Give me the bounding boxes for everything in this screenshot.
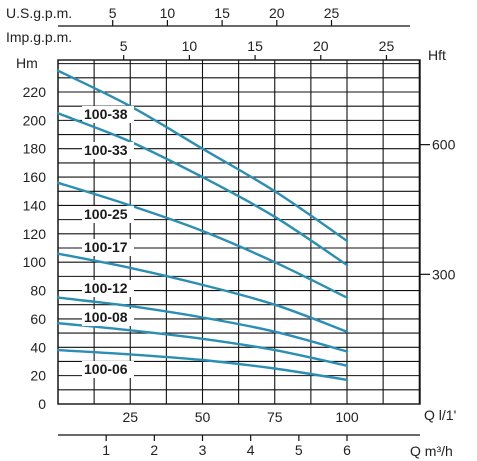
flow-lmin-tick-label: 100	[335, 409, 359, 425]
flow-m3h-tick-label: 2	[150, 442, 158, 458]
curve-label-bg	[82, 280, 134, 297]
flow-lmin-tick-label: 50	[195, 409, 211, 425]
curve-label-100-33: 100-33	[84, 142, 128, 158]
impgpm-tick-label: 5	[120, 38, 128, 54]
axis-label-flow-m3h: Q m³/h	[410, 443, 453, 459]
axis-label-head-ft: Hft	[428, 47, 446, 63]
curve-label-bg	[82, 361, 134, 378]
curve-label-bg	[82, 309, 134, 326]
axis-label-impgpm: Imp.g.p.m.	[6, 29, 72, 45]
curve-label-100-06: 100-06	[84, 361, 128, 377]
head-m-ticks: 0 20 40 60 80 100 120 140 160 180 200 220	[23, 84, 47, 412]
curve-label-100-12: 100-12	[84, 280, 128, 296]
usgpm-tick-label: 5	[109, 5, 117, 21]
head-m-tick-label: 100	[23, 254, 47, 270]
head-m-tick-label: 0	[38, 396, 46, 412]
curve-100-38	[56, 69, 349, 243]
usgpm-tick-label: 25	[324, 5, 340, 21]
curve-label-bg	[82, 239, 134, 256]
usgpm-ticks: 5 10 15 20 25	[109, 5, 340, 26]
flow-lmin-tick-label: 25	[122, 409, 138, 425]
curve-100-08	[56, 322, 349, 367]
curve-label-100-38: 100-38	[84, 106, 128, 122]
usgpm-tick-label: 20	[269, 5, 285, 21]
usgpm-tick-label: 10	[160, 5, 176, 21]
curve-label-100-25: 100-25	[84, 206, 128, 222]
impgpm-ticks: 5 10 15 20 25	[120, 38, 395, 60]
axis-label-usgpm: U.S.g.p.m.	[6, 5, 72, 21]
pump-curves: 100-38 100-33 100-25 100-17 100-12 100-08 100-…	[56, 69, 349, 382]
impgpm-tick-label: 25	[379, 38, 395, 54]
flow-lmin-tick-label: 75	[267, 409, 283, 425]
head-m-tick-label: 20	[30, 368, 46, 384]
plot-frame	[57, 59, 421, 405]
impgpm-tick-label: 15	[247, 38, 263, 54]
head-ft-tick-label: 600	[432, 137, 456, 153]
axis-label-flow-lmin: Q l/1'	[424, 407, 456, 423]
flow-m3h-tick-label: 5	[295, 442, 303, 458]
flow-m3h-tick-label: 6	[343, 442, 351, 458]
head-ft-tick-label: 300	[432, 266, 456, 282]
flow-m3h-ticks: 1 2 3 4 5 6	[102, 435, 351, 458]
head-m-tick-label: 120	[23, 226, 47, 242]
flow-m3h-tick-label: 3	[199, 442, 207, 458]
head-m-tick-label: 40	[30, 339, 46, 355]
impgpm-tick-label: 20	[313, 38, 329, 54]
curve-label-bg	[82, 106, 134, 123]
head-m-tick-label: 140	[23, 197, 47, 213]
flow-lmin-ticks: 25 50 75 100	[122, 409, 358, 425]
head-m-tick-label: 200	[23, 112, 47, 128]
curve-label-100-08: 100-08	[84, 309, 128, 325]
head-m-tick-label: 60	[30, 311, 46, 327]
head-m-tick-label: 80	[30, 283, 46, 299]
curve-label-bg	[82, 142, 134, 159]
curve-100-25	[56, 181, 349, 299]
curve-100-17	[56, 252, 349, 333]
flow-m3h-tick-label: 1	[102, 442, 110, 458]
curve-100-33	[56, 112, 349, 267]
curve-100-12	[56, 296, 349, 353]
curve-label-bg	[82, 206, 134, 223]
head-m-tick-label: 180	[23, 141, 47, 157]
impgpm-tick-label: 10	[182, 38, 198, 54]
head-m-tick-label: 160	[23, 169, 47, 185]
head-m-tick-label: 220	[23, 84, 47, 100]
axis-label-head-m: Hm	[16, 55, 38, 71]
usgpm-tick-label: 15	[214, 5, 230, 21]
curve-100-06	[56, 348, 349, 382]
curve-label-100-17: 100-17	[84, 239, 128, 255]
flow-m3h-tick-label: 4	[247, 442, 255, 458]
head-ft-ticks: 300 600	[420, 137, 456, 282]
